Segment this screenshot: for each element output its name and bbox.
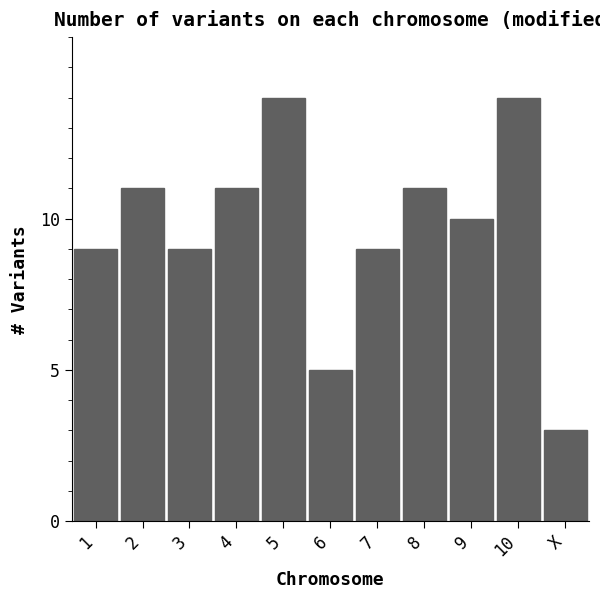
X-axis label: Chromosome: Chromosome	[276, 571, 385, 589]
Bar	[309, 370, 352, 521]
Bar	[356, 249, 399, 521]
Title: Number of variants on each chromosome (modified: Number of variants on each chromosome (m…	[55, 11, 600, 30]
Bar	[74, 249, 117, 521]
Bar	[262, 98, 305, 521]
Bar	[215, 188, 258, 521]
Bar	[544, 430, 587, 521]
Bar	[497, 98, 540, 521]
Bar	[403, 188, 446, 521]
Bar	[168, 249, 211, 521]
Y-axis label: # Variants: # Variants	[11, 225, 29, 334]
Bar	[121, 188, 164, 521]
Bar	[450, 218, 493, 521]
